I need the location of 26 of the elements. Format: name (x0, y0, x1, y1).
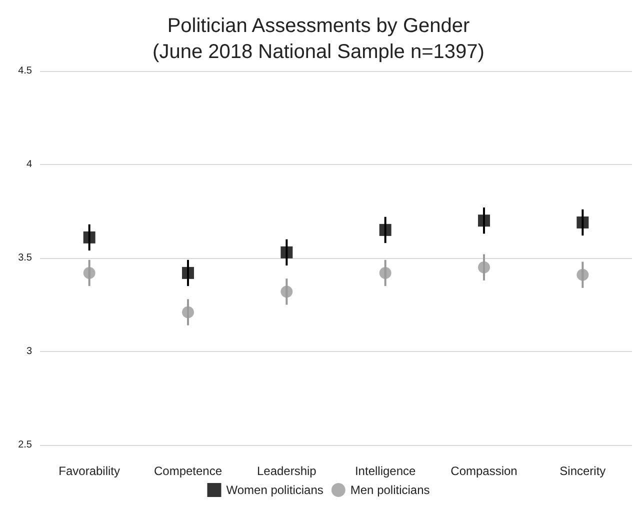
y-tick-label: 4.5 (18, 66, 32, 76)
point (478, 214, 490, 227)
point (478, 261, 490, 274)
legend-label: Women politicians (226, 483, 324, 497)
x-tick-label: Competence (154, 464, 222, 478)
y-tick-label: 4 (26, 159, 32, 170)
y-tick-label: 3 (26, 346, 32, 357)
point (280, 286, 293, 298)
point (182, 306, 194, 318)
point (576, 216, 589, 228)
point (182, 266, 194, 279)
chart-title: Politician Assessments by Gender (June 2018 National Sample n=1397) (152, 15, 484, 63)
x-tick-label: Compassion (450, 464, 518, 478)
x-tick-label: Sincerity (560, 464, 606, 478)
x-tick-label: Favorability (58, 464, 120, 478)
x-tick-label: Intelligence (354, 464, 416, 478)
point (576, 268, 589, 281)
point (379, 266, 392, 279)
legend-label: Men politicians (350, 483, 430, 497)
y-tick-label: 3.5 (18, 252, 32, 264)
point (83, 231, 96, 244)
point (379, 224, 392, 236)
x-tick-label: Leadership (256, 464, 317, 478)
point (83, 266, 96, 279)
point (280, 246, 293, 258)
y-tick-label: 2.5 (18, 440, 32, 450)
